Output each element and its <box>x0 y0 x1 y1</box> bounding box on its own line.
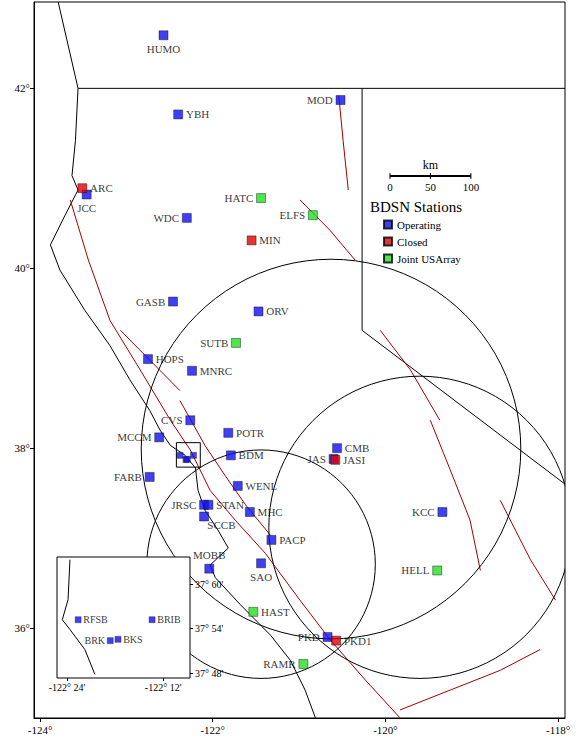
svg-text:RAMR: RAMR <box>263 658 296 670</box>
svg-text:CMB: CMB <box>345 442 369 454</box>
svg-text:FARB: FARB <box>114 471 142 483</box>
svg-text:BDSN Stations: BDSN Stations <box>370 199 462 215</box>
svg-text:STAN: STAN <box>216 499 244 511</box>
svg-text:38°: 38° <box>15 442 30 454</box>
svg-text:PKD: PKD <box>298 631 320 643</box>
svg-text:BRIB: BRIB <box>157 614 181 625</box>
svg-text:JCC: JCC <box>77 202 96 214</box>
svg-text:100: 100 <box>463 181 480 193</box>
svg-text:SAO: SAO <box>250 571 272 583</box>
svg-text:0: 0 <box>387 181 393 193</box>
svg-text:37° 54': 37° 54' <box>195 623 223 634</box>
svg-text:ARC: ARC <box>90 182 113 194</box>
svg-text:WDC: WDC <box>153 212 179 224</box>
svg-text:PKD1: PKD1 <box>344 635 372 647</box>
svg-text:km: km <box>423 158 439 172</box>
svg-text:CVS: CVS <box>161 414 182 426</box>
svg-text:YBH: YBH <box>186 108 209 120</box>
svg-text:WENL: WENL <box>246 480 278 492</box>
svg-text:50: 50 <box>425 181 437 193</box>
svg-text:SUTB: SUTB <box>200 337 228 349</box>
svg-text:HAST: HAST <box>261 606 290 618</box>
svg-text:RFSB: RFSB <box>83 614 108 625</box>
svg-text:ORV: ORV <box>266 305 288 317</box>
svg-text:Joint USArray: Joint USArray <box>397 253 461 265</box>
svg-text:BRK: BRK <box>85 635 106 646</box>
svg-text:36°: 36° <box>15 622 30 634</box>
svg-text:37° 48': 37° 48' <box>195 668 223 679</box>
svg-text:MOD: MOD <box>307 94 333 106</box>
svg-text:-122° 24': -122° 24' <box>49 682 86 693</box>
svg-text:-122°: -122° <box>200 724 225 736</box>
svg-text:ELFS: ELFS <box>279 209 305 221</box>
svg-text:JAS: JAS <box>308 453 326 465</box>
svg-text:MNRC: MNRC <box>200 365 232 377</box>
svg-text:GASB: GASB <box>136 296 165 308</box>
svg-text:MHC: MHC <box>258 506 283 518</box>
svg-text:BDM: BDM <box>239 449 264 461</box>
svg-text:PACP: PACP <box>279 534 306 546</box>
svg-text:MIN: MIN <box>259 234 280 246</box>
svg-text:-122° 12': -122° 12' <box>145 682 182 693</box>
svg-text:42°: 42° <box>15 82 30 94</box>
svg-text:JASI: JASI <box>343 454 365 466</box>
svg-text:HATC: HATC <box>225 192 254 204</box>
svg-text:JRSC: JRSC <box>171 499 196 511</box>
svg-text:-120°: -120° <box>373 724 398 736</box>
svg-text:SCCB: SCCB <box>207 519 235 531</box>
svg-text:-118°: -118° <box>546 724 570 736</box>
svg-text:MOBB: MOBB <box>193 549 225 561</box>
svg-text:-124°: -124° <box>28 724 53 736</box>
svg-text:40°: 40° <box>15 262 30 274</box>
svg-text:BKS: BKS <box>123 634 142 645</box>
svg-text:HELL: HELL <box>401 564 429 576</box>
svg-text:POTR: POTR <box>236 427 265 439</box>
svg-text:37° 60': 37° 60' <box>195 579 223 590</box>
svg-text:HUMO: HUMO <box>147 43 181 55</box>
svg-text:KCC: KCC <box>412 506 435 518</box>
svg-text:HOPS: HOPS <box>156 353 184 365</box>
svg-text:Operating: Operating <box>397 219 441 231</box>
svg-text:Closed: Closed <box>397 236 428 248</box>
svg-text:MCCM: MCCM <box>117 431 151 443</box>
